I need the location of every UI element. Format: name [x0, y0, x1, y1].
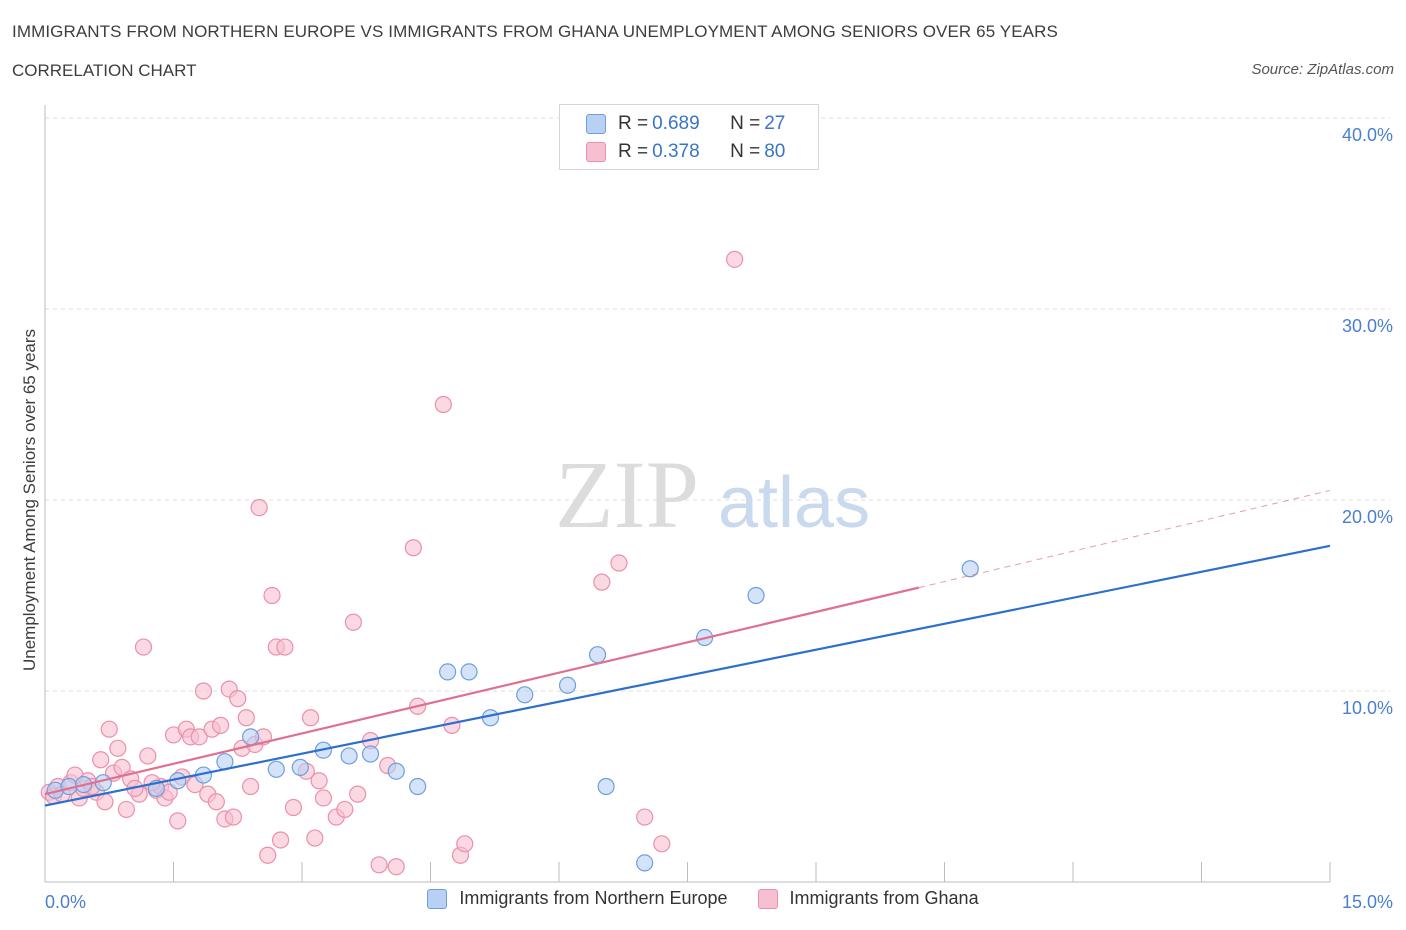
- pink-point: [271, 831, 290, 849]
- pink-point: [207, 793, 225, 811]
- pink-point: [636, 808, 654, 826]
- pink-point: [242, 777, 260, 796]
- series-legend-swatch-blue: [427, 888, 448, 909]
- blue-point: [747, 586, 765, 605]
- pink-point: [387, 858, 405, 876]
- pink-point: [100, 720, 118, 738]
- pink-point: [134, 638, 153, 656]
- blue-point: [291, 758, 309, 777]
- legend-r-value-blue: 0.689: [652, 113, 700, 134]
- correlation-legend: R = 0.689 N = 27 R = 0.378 N = 80: [559, 104, 819, 170]
- blue-point: [558, 676, 577, 694]
- pink-point: [593, 573, 611, 591]
- blue-point: [460, 663, 478, 681]
- x-tick-label-min: 0.0%: [45, 892, 86, 912]
- pink-point: [117, 800, 135, 819]
- pink-point: [169, 812, 187, 830]
- blue-point: [267, 760, 285, 778]
- pink-series-points: [40, 250, 744, 876]
- blue-point: [409, 777, 427, 796]
- pink-point: [92, 751, 110, 769]
- pink-point: [434, 395, 452, 414]
- legend-swatch-pink: [586, 142, 606, 162]
- watermark-atlas: atlas: [718, 463, 870, 543]
- chart-title: IMMIGRANTS FROM NORTHERN EUROPE VS IMMIG…: [12, 22, 1058, 41]
- pink-point: [212, 716, 230, 734]
- axes: [44, 105, 1331, 883]
- blue-point: [516, 686, 534, 704]
- blue-point: [439, 663, 457, 681]
- pink-point: [301, 709, 320, 727]
- pink-point: [263, 586, 281, 605]
- pink-point: [194, 682, 213, 700]
- pink-point: [726, 250, 744, 268]
- legend-r-label-blue: R =: [618, 113, 649, 134]
- pink-point: [224, 808, 243, 826]
- y-tick-label: 40.0%: [1342, 125, 1393, 145]
- pink-point: [310, 772, 328, 790]
- blue-point: [361, 745, 380, 763]
- series-legend-swatch-pink: [757, 888, 778, 909]
- blue-point: [588, 646, 607, 664]
- legend-row-blue: R = 0.689 N = 27: [586, 111, 785, 137]
- pink-trend-extension: [918, 489, 1331, 589]
- y-axis-label: Unemployment Among Seniors over 65 years: [20, 328, 39, 672]
- legend-n-value-blue: 27: [764, 113, 786, 134]
- pink-point: [276, 638, 294, 656]
- blue-point: [387, 762, 405, 780]
- pink-point: [344, 613, 362, 631]
- watermark-zip: ZIP: [555, 441, 699, 548]
- pink-point: [190, 728, 208, 746]
- y-tick-label: 10.0%: [1342, 698, 1393, 718]
- pink-point: [610, 554, 628, 572]
- blue-point: [636, 854, 654, 872]
- trend-lines: [44, 489, 1331, 807]
- legend-r-label-pink: R =: [618, 141, 649, 162]
- blue-point: [961, 560, 979, 578]
- series-legend-blue: Immigrants from Northern Europe: [427, 888, 728, 909]
- source-label: Source: ZipAtlas.com: [1251, 61, 1394, 78]
- series-legend-label-blue: Immigrants from Northern Europe: [459, 888, 728, 908]
- y-tick-label: 20.0%: [1342, 507, 1393, 527]
- y-axis-label-container: Unemployment Among Seniors over 65 years: [16, 300, 40, 700]
- legend-n-label-blue: N =: [730, 113, 761, 134]
- pink-point: [306, 829, 324, 847]
- pink-trend-line: [44, 586, 920, 796]
- x-tick-label-max: 15.0%: [1342, 892, 1393, 912]
- tick-labels: 10.0% 20.0% 30.0% 40.0% 0.0% 15.0%: [45, 125, 1393, 912]
- pink-point: [336, 800, 354, 819]
- pink-point: [96, 793, 114, 811]
- pink-point: [370, 856, 388, 874]
- blue-point: [340, 747, 358, 765]
- legend-n-value-pink: 80: [764, 141, 786, 162]
- pink-point: [456, 835, 474, 853]
- watermark: ZIP atlas: [555, 441, 870, 548]
- series-legend-pink: Immigrants from Ghana: [757, 888, 979, 909]
- pink-point: [250, 499, 268, 517]
- pink-point: [284, 798, 303, 817]
- pink-point: [229, 690, 247, 708]
- y-tick-label: 30.0%: [1342, 316, 1393, 336]
- blue-trend-line: [44, 544, 1331, 807]
- legend-swatch-blue: [586, 114, 606, 134]
- chart-subtitle: CORRELATION CHART: [12, 61, 197, 80]
- pink-point: [109, 739, 127, 757]
- pink-point: [349, 785, 367, 803]
- blue-point: [242, 728, 260, 746]
- pink-point: [139, 747, 157, 765]
- blue-point: [597, 777, 615, 796]
- series-legend: Immigrants from Northern Europe Immigran…: [0, 888, 1406, 909]
- pink-point: [314, 789, 333, 807]
- legend-r-value-pink: 0.378: [652, 141, 700, 162]
- grid-lines: [45, 117, 1390, 692]
- pink-point: [237, 709, 255, 727]
- legend-row-pink: R = 0.378 N = 80: [586, 139, 785, 165]
- pink-point: [259, 846, 277, 864]
- pink-point: [404, 539, 422, 557]
- legend-n-label-pink: N =: [730, 141, 761, 162]
- pink-point: [653, 835, 671, 853]
- series-legend-label-pink: Immigrants from Ghana: [789, 888, 979, 908]
